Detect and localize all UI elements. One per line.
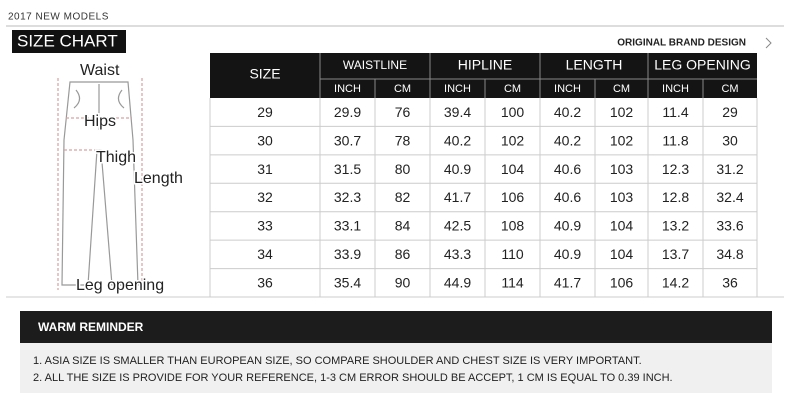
cell: 13.7 [662,246,689,262]
header-cell: HIPLINE [458,57,512,73]
cell: 29 [257,104,273,120]
cell: 29.9 [334,104,361,120]
cell: 40.9 [554,246,581,262]
cell: 33.1 [334,218,361,234]
reminder-item: 2. ALL THE SIZE IS PROVIDE FOR YOUR REFE… [33,372,673,384]
cell: 40.9 [444,161,471,177]
cell: 11.8 [662,132,688,148]
cell: 31 [257,161,273,177]
cell: 34 [257,246,273,262]
cell: 103 [610,189,634,205]
cell: 33.9 [334,246,361,262]
cell: 13.2 [662,218,689,234]
pants-drawing [57,78,143,290]
cell: 78 [395,132,411,148]
header-cell: LEG OPENING [654,57,750,73]
cell: 106 [610,274,634,290]
cell: 44.9 [444,274,471,290]
title-box [12,30,126,53]
cell: 40.9 [554,218,581,234]
cell: 104 [610,218,634,234]
cell: 42.5 [444,218,471,234]
models-label: 2017 NEW MODELS [8,12,109,23]
reminder-header [20,311,772,343]
diagram-label: Length [134,170,183,187]
header-cell: WAISTLINE [343,58,407,72]
cell: 80 [395,161,411,177]
cell: 102 [610,104,634,120]
diagram-label: Leg opening [76,277,164,294]
cell: 76 [395,104,411,120]
cell: 36 [722,274,738,290]
cell: 40.2 [444,132,471,148]
cell: 82 [395,189,411,205]
reminder-item: 1. ASIA SIZE IS SMALLER THAN EUROPEAN SI… [33,355,642,367]
chevron[interactable] [765,37,772,49]
cell: 30 [722,132,738,148]
cell: 29 [722,104,738,120]
subheader-cell: CM [394,83,411,95]
cell: 35.4 [334,274,361,290]
cell: 39.4 [444,104,471,120]
header-cell: LENGTH [566,57,623,73]
cell: 33 [257,218,273,234]
subheader-cell: INCH [662,83,689,95]
cell: 30.7 [334,132,361,148]
cell: 11.4 [662,104,688,120]
subheader-cell: INCH [334,83,361,95]
subheader-cell: CM [721,83,738,95]
cell: 104 [501,161,525,177]
cell: 100 [501,104,525,120]
cell: 33.6 [716,218,743,234]
cell: 12.8 [662,189,689,205]
cell: 32 [257,189,273,205]
cell: 31.2 [716,161,743,177]
table-header [210,53,757,98]
subheader-cell: CM [504,83,521,95]
cell: 32.3 [334,189,361,205]
cell: 106 [501,189,525,205]
cell: 40.2 [554,132,581,148]
diagram-label: Hips [84,113,116,130]
cell: 14.2 [662,274,689,290]
cell: 108 [501,218,525,234]
cell: 103 [610,161,634,177]
cell: 31.5 [334,161,361,177]
cell: 32.4 [716,189,743,205]
title: SIZE CHART [17,31,118,50]
reminder-body [20,343,772,393]
diagram-label: Waist [80,62,120,79]
cell: 40.6 [554,161,581,177]
cell: 12.3 [662,161,689,177]
diagram-label: Thigh [96,149,136,166]
cell: 114 [501,274,524,290]
cell: 84 [395,218,411,234]
cell: 36 [257,274,273,290]
cell: 104 [610,246,634,262]
cell: 34.8 [716,246,743,262]
cell: 41.7 [554,274,581,290]
subheader-cell: INCH [444,83,471,95]
cell: 102 [610,132,634,148]
cell: 40.2 [554,104,581,120]
header-cell: SIZE [249,66,280,82]
cell: 30 [257,132,273,148]
brand: ORIGINAL BRAND DESIGN [617,38,746,49]
subheader-cell: CM [613,83,630,95]
cell: 40.6 [554,189,581,205]
cell: 102 [501,132,525,148]
cell: 43.3 [444,246,471,262]
cell: 90 [395,274,411,290]
cell: 110 [501,246,524,262]
cell: 86 [395,246,411,262]
reminder-title: WARM REMINDER [38,320,144,334]
subheader-cell: INCH [554,83,581,95]
cell: 41.7 [444,189,471,205]
